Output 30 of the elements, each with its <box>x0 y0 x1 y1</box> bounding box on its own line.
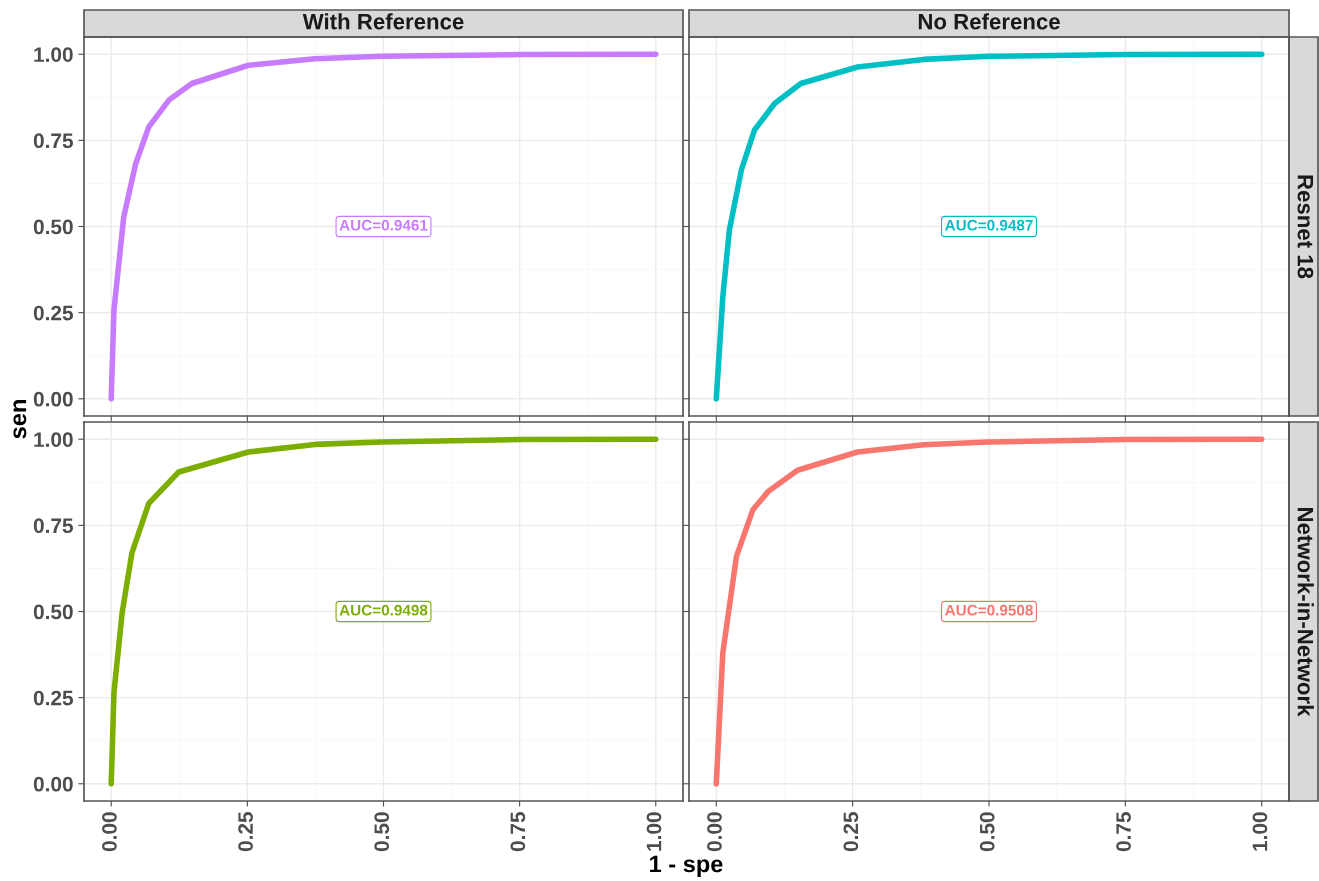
chart-title: With Reference <box>302 13 464 30</box>
x-tick-label: 0.75 <box>1116 811 1131 852</box>
x-tick-label: 0.25 <box>238 811 253 852</box>
x-tick-label: 0.25 <box>843 811 859 852</box>
y-tick-label: 0.25 <box>33 305 74 321</box>
y-tick-label: 0.00 <box>33 776 73 792</box>
x-tick-label: 0.00 <box>707 812 722 852</box>
x-tick-label: 1.00 <box>646 812 662 851</box>
annotation: AUC=0.9461 <box>339 219 428 231</box>
y-tick-label: 1.00 <box>34 47 73 62</box>
x-tick-label: 1.00 <box>1252 812 1268 851</box>
x-tick-label: 0.50 <box>979 812 995 852</box>
y-axis-title: sen <box>13 400 27 439</box>
y-tick-label: 1.00 <box>34 432 73 447</box>
chart-title: No Reference <box>918 13 1060 30</box>
y-tick-label: 0.50 <box>33 219 73 235</box>
annotation: AUC=0.9498 <box>339 604 428 616</box>
y-tick-label: 0.75 <box>33 518 74 534</box>
y-tick-label: 0.50 <box>33 604 73 620</box>
x-tick-label: 0.50 <box>374 812 390 852</box>
x-tick-label: 0.00 <box>102 812 117 852</box>
y-tick-label: 0.75 <box>33 133 74 149</box>
y2-axis-title: Resnet 18 <box>1297 175 1314 279</box>
y2-axis-title: Network-in-Network <box>1297 508 1314 717</box>
y-tick-label: 0.25 <box>33 690 74 706</box>
y-tick-label: 0.00 <box>33 391 73 407</box>
annotation: AUC=0.9487 <box>945 219 1033 231</box>
x-axis-title: 1 - spe <box>650 855 723 878</box>
x-tick-label: 0.75 <box>510 811 526 852</box>
annotation: AUC=0.9508 <box>945 604 1033 616</box>
